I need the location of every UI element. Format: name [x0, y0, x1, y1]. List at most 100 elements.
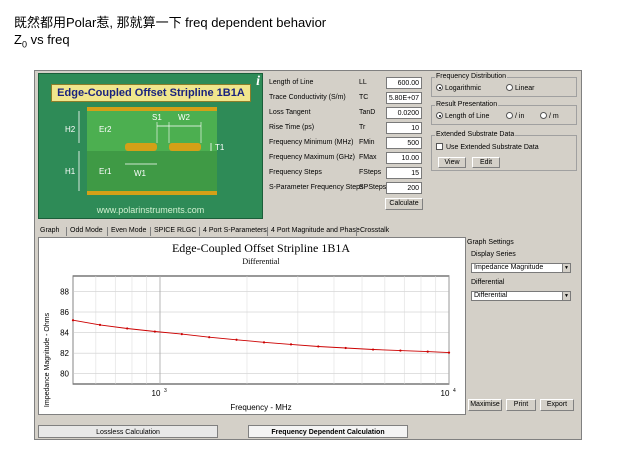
graph-panel: 80 82 84 86 88 10 3 10 4 Edge-Coupled Offset Stri… [38, 237, 466, 415]
per-meter-radio[interactable]: / m [540, 112, 559, 120]
result-presentation-group: Result Presentation Length of Line / in … [431, 101, 577, 125]
data-point [208, 336, 211, 339]
extended-substrate-title: Extended Substrate Data [435, 131, 516, 138]
data-point [426, 350, 429, 353]
graph-settings-panel: Graph Settings Display Series Impedance … [467, 237, 577, 415]
top-ground-plane [87, 107, 217, 111]
edit-button[interactable]: Edit [472, 157, 500, 168]
label-s1: S1 [152, 113, 162, 122]
loss-tangent-input[interactable]: 0.0200 [386, 107, 422, 119]
use-extended-substrate-checkbox[interactable]: Use Extended Substrate Data [436, 143, 539, 151]
caption-z: Z [14, 32, 22, 47]
chevron-down-icon[interactable]: ▼ [562, 264, 570, 272]
frequency-max-input[interactable]: 10.00 [386, 152, 422, 164]
y-tick-label: 84 [60, 329, 69, 338]
result-presentation-title: Result Presentation [435, 101, 499, 108]
length-of-line-radio[interactable]: Length of Line [436, 112, 489, 120]
structure-diagram: Edge-Coupled Offset Stripline 1B1A i S1 … [38, 73, 263, 219]
data-point [98, 323, 102, 326]
calculation-mode-tabs: Lossless Calculation Frequency Dependent… [38, 425, 578, 439]
radio-selected-icon [436, 84, 443, 91]
trace-right [169, 143, 201, 151]
display-series-label: Display Series [471, 251, 516, 258]
checkbox-icon [436, 143, 443, 150]
chart-title: Edge-Coupled Offset Stripline 1B1A [172, 241, 350, 255]
tab-even-mode[interactable]: Even Mode [111, 227, 147, 234]
data-point [344, 346, 347, 350]
x-tick-exponent: 3 [164, 388, 167, 394]
label-w2: W2 [178, 113, 191, 122]
tab-4port-sparams[interactable]: 4 Port S-Parameters [203, 227, 267, 234]
radio-icon [540, 112, 547, 119]
data-point [447, 351, 451, 354]
bottom-ground-plane [87, 191, 217, 195]
data-point [235, 338, 238, 341]
y-tick-label: 80 [60, 370, 69, 379]
data-point [289, 343, 293, 346]
y-axis-label: Impedance Magnitude - Ohms [44, 312, 51, 407]
maximise-button[interactable]: Maximise [468, 399, 502, 411]
radio-icon [506, 112, 513, 119]
tab-4port-mag-phase[interactable]: 4 Port Magnitude and Phase [271, 227, 360, 234]
structure-title: Edge-Coupled Offset Stripline 1B1A [51, 84, 251, 102]
caption-subtitle: Z0 vs freq [14, 32, 70, 50]
differential-label: Differential [471, 279, 505, 286]
tab-odd-mode[interactable]: Odd Mode [70, 227, 103, 234]
linear-radio[interactable]: Linear [506, 84, 534, 92]
print-button[interactable]: Print [506, 399, 536, 411]
info-icon[interactable]: i [256, 74, 260, 89]
frequency-distribution-group: Frequency Distribution Logarithmic Linea… [431, 73, 577, 97]
label-er1: Er1 [99, 167, 112, 176]
length-of-line-input[interactable]: 600.00 [386, 77, 422, 89]
stripline-cross-section: S1 W2 H2 H1 Er2 Er1 T1 W1 [65, 107, 225, 195]
label-w1: W1 [134, 169, 147, 178]
view-button[interactable]: View [438, 157, 466, 168]
trace-conductivity-input[interactable]: 5.80E+07 [386, 92, 422, 104]
data-point [153, 330, 156, 333]
export-button[interactable]: Export [540, 399, 574, 411]
tab-spice-rlgc[interactable]: SPICE RLGC [154, 227, 197, 234]
caption-z-sub: 0 [21, 39, 27, 50]
tab-crosstalk[interactable]: Crosstalk [360, 227, 390, 234]
label-h2: H2 [65, 125, 76, 134]
rise-time-input[interactable]: 10 [386, 122, 422, 134]
tab-frequency-dependent-calculation[interactable]: Frequency Dependent Calculation [248, 425, 408, 438]
frequency-steps-input[interactable]: 15 [386, 167, 422, 179]
differential-select[interactable]: Differential ▼ [471, 291, 571, 301]
tab-lossless-calculation[interactable]: Lossless Calculation [38, 425, 218, 438]
radio-selected-icon [436, 112, 443, 119]
frequency-min-input[interactable]: 500 [386, 137, 422, 149]
label-t1: T1 [215, 143, 225, 152]
y-tick-label: 86 [60, 308, 69, 317]
x-tick-label: 10 [152, 389, 161, 398]
logarithmic-radio[interactable]: Logarithmic [436, 84, 481, 92]
graph-settings-title: Graph Settings [467, 239, 514, 246]
y-tick-label: 88 [60, 287, 69, 296]
sparam-steps-input[interactable]: 200 [386, 182, 422, 194]
calculate-button[interactable]: Calculate [385, 198, 423, 210]
chevron-down-icon[interactable]: ▼ [562, 292, 570, 300]
per-inch-radio[interactable]: / in [506, 112, 524, 120]
radio-icon [506, 84, 513, 91]
data-point [399, 349, 402, 352]
tab-graph[interactable]: Graph [40, 227, 60, 234]
y-tick-label: 82 [60, 349, 69, 358]
data-point [262, 341, 266, 344]
data-point [126, 327, 129, 330]
polar-url: www.polarinstruments.com [96, 205, 205, 215]
result-tabs: Graph Odd Mode Even Mode SPICE RLGC 4 Po… [38, 225, 468, 237]
data-point [71, 319, 75, 322]
x-tick-exponent: 4 [453, 388, 456, 394]
trace-left [125, 143, 157, 151]
x-tick-label: 10 [441, 389, 450, 398]
frequency-distribution-title: Frequency Distribution [435, 73, 508, 80]
dielectric-er1 [87, 151, 217, 191]
caption-vs-freq: vs freq [26, 32, 70, 47]
extended-substrate-group: Extended Substrate Data Use Extended Sub… [431, 131, 577, 171]
label-h1: H1 [65, 167, 76, 176]
caption-title: 既然都用Polar惹, 那就算一下 freq dependent behavio… [14, 15, 327, 30]
display-series-select[interactable]: Impedance Magnitude ▼ [471, 263, 571, 273]
polar-calculator-window: Edge-Coupled Offset Stripline 1B1A i S1 … [34, 70, 582, 440]
data-point [371, 348, 375, 351]
